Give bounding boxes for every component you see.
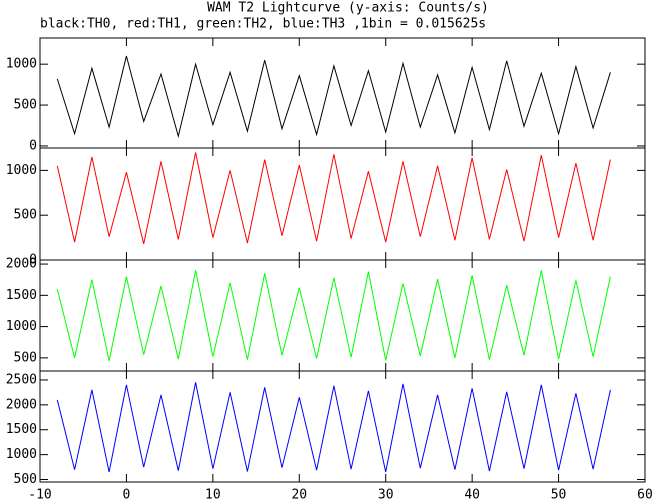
y-tick-label: 1000 (6, 163, 37, 178)
x-tick-label: -10 (28, 488, 51, 503)
y-tick-label: 1500 (6, 288, 37, 303)
x-tick-label: 30 (378, 488, 394, 503)
x-tick-label: 20 (291, 488, 307, 503)
y-tick-label: 1000 (6, 319, 37, 334)
panel-frame (39, 370, 646, 483)
y-tick-label: 2000 (6, 257, 37, 272)
y-tick-label: 0 (29, 138, 37, 153)
panel-frame (39, 147, 646, 261)
x-tick-label: 0 (123, 488, 131, 503)
y-tick-label: 1000 (6, 447, 37, 462)
y-tick-label: 1000 (6, 57, 37, 72)
x-tick-label: 50 (551, 488, 567, 503)
light-curve (56, 382, 611, 473)
chart-subtitle: black:TH0, red:TH1, green:TH2, blue:TH3 … (40, 17, 486, 32)
x-tick-label: 60 (637, 488, 653, 503)
light-curve (56, 55, 611, 139)
y-tick-label: 2000 (6, 397, 37, 412)
y-tick-label: 500 (14, 208, 37, 223)
light-curve (56, 152, 611, 245)
y-tick-label: 500 (14, 472, 37, 487)
x-tick-label: 10 (205, 488, 221, 503)
y-tick-label: 500 (14, 98, 37, 113)
light-curve (56, 270, 611, 362)
y-tick-label: 2500 (6, 372, 37, 387)
y-tick-label: 500 (14, 350, 37, 365)
chart-title: WAM T2 Lightcurve (y-axis: Counts/s) (207, 1, 489, 16)
y-tick-label: 1500 (6, 422, 37, 437)
y-tick-label: 0 (29, 253, 37, 268)
panel-frame (39, 37, 646, 149)
x-tick-label: 40 (464, 488, 480, 503)
